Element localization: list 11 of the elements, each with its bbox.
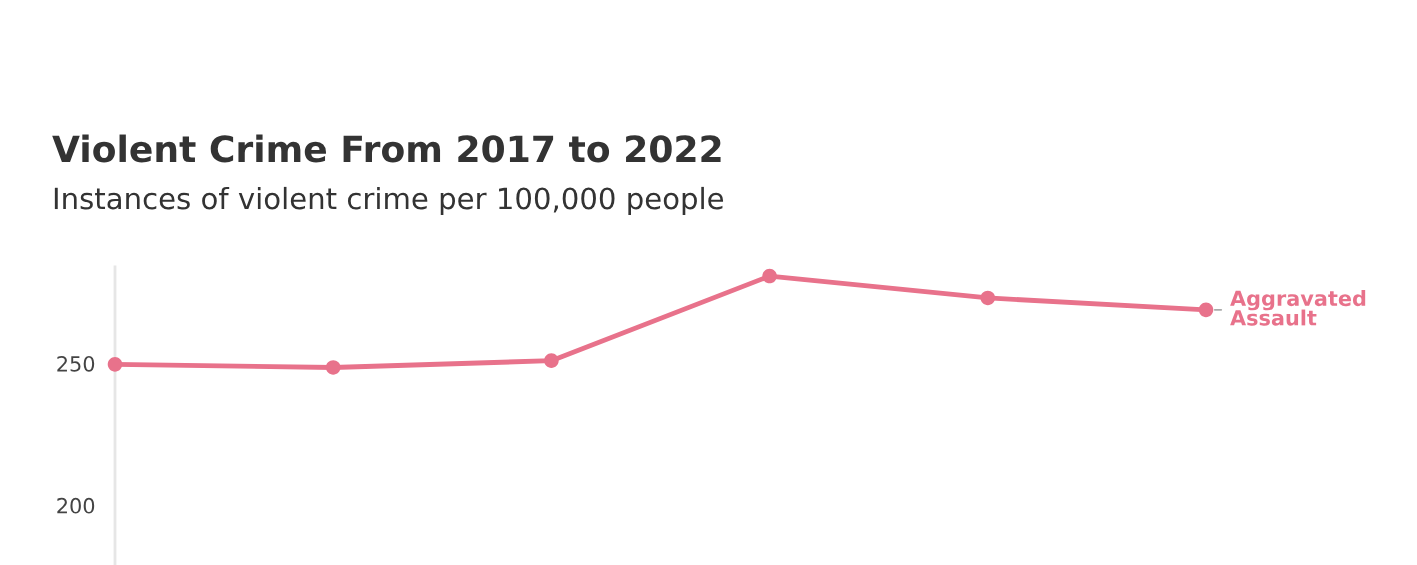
- point: [107, 357, 123, 372]
- chart-title: Violent Crime From 2017 to 2022: [52, 134, 721, 163]
- y-tick-label: 250: [57, 355, 95, 372]
- chart-subtitle: Instances of violent crime per 100,000 people: [54, 186, 724, 216]
- y-tick-label: 200: [57, 497, 95, 514]
- point: [1198, 302, 1214, 318]
- point: [762, 268, 777, 284]
- point: [980, 290, 996, 306]
- point: [544, 353, 559, 368]
- point: [325, 360, 341, 375]
- series-label: Aggravated Assault: [1230, 290, 1366, 326]
